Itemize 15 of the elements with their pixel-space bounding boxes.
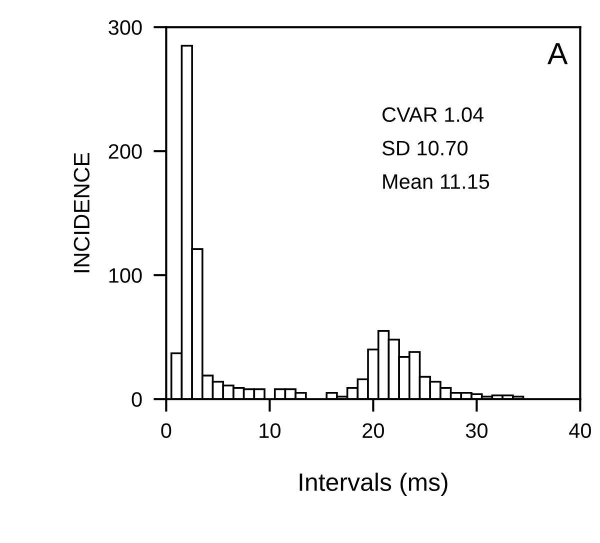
x-tick-label: 30 <box>466 423 488 438</box>
annotation: SD 10.70 <box>382 140 468 156</box>
x-axis-title: Intervals (ms) <box>300 472 448 496</box>
x-tick-label: 10 <box>260 423 280 438</box>
y-tick-label: 100 <box>109 268 142 283</box>
annotation: CVAR 1.04 <box>382 107 484 122</box>
annotation: Mean 11.15 <box>383 174 490 189</box>
y-axis-title: INCIDENCE <box>74 152 90 272</box>
x-tick-label: 40 <box>569 423 591 438</box>
annotation: A <box>547 43 568 64</box>
y-tick-label: 0 <box>132 392 142 407</box>
x-tick-label: 0 <box>161 423 172 438</box>
x-tick-label: 20 <box>362 423 384 438</box>
y-tick-label: 200 <box>108 144 142 159</box>
y-tick-label: 300 <box>108 20 142 35</box>
